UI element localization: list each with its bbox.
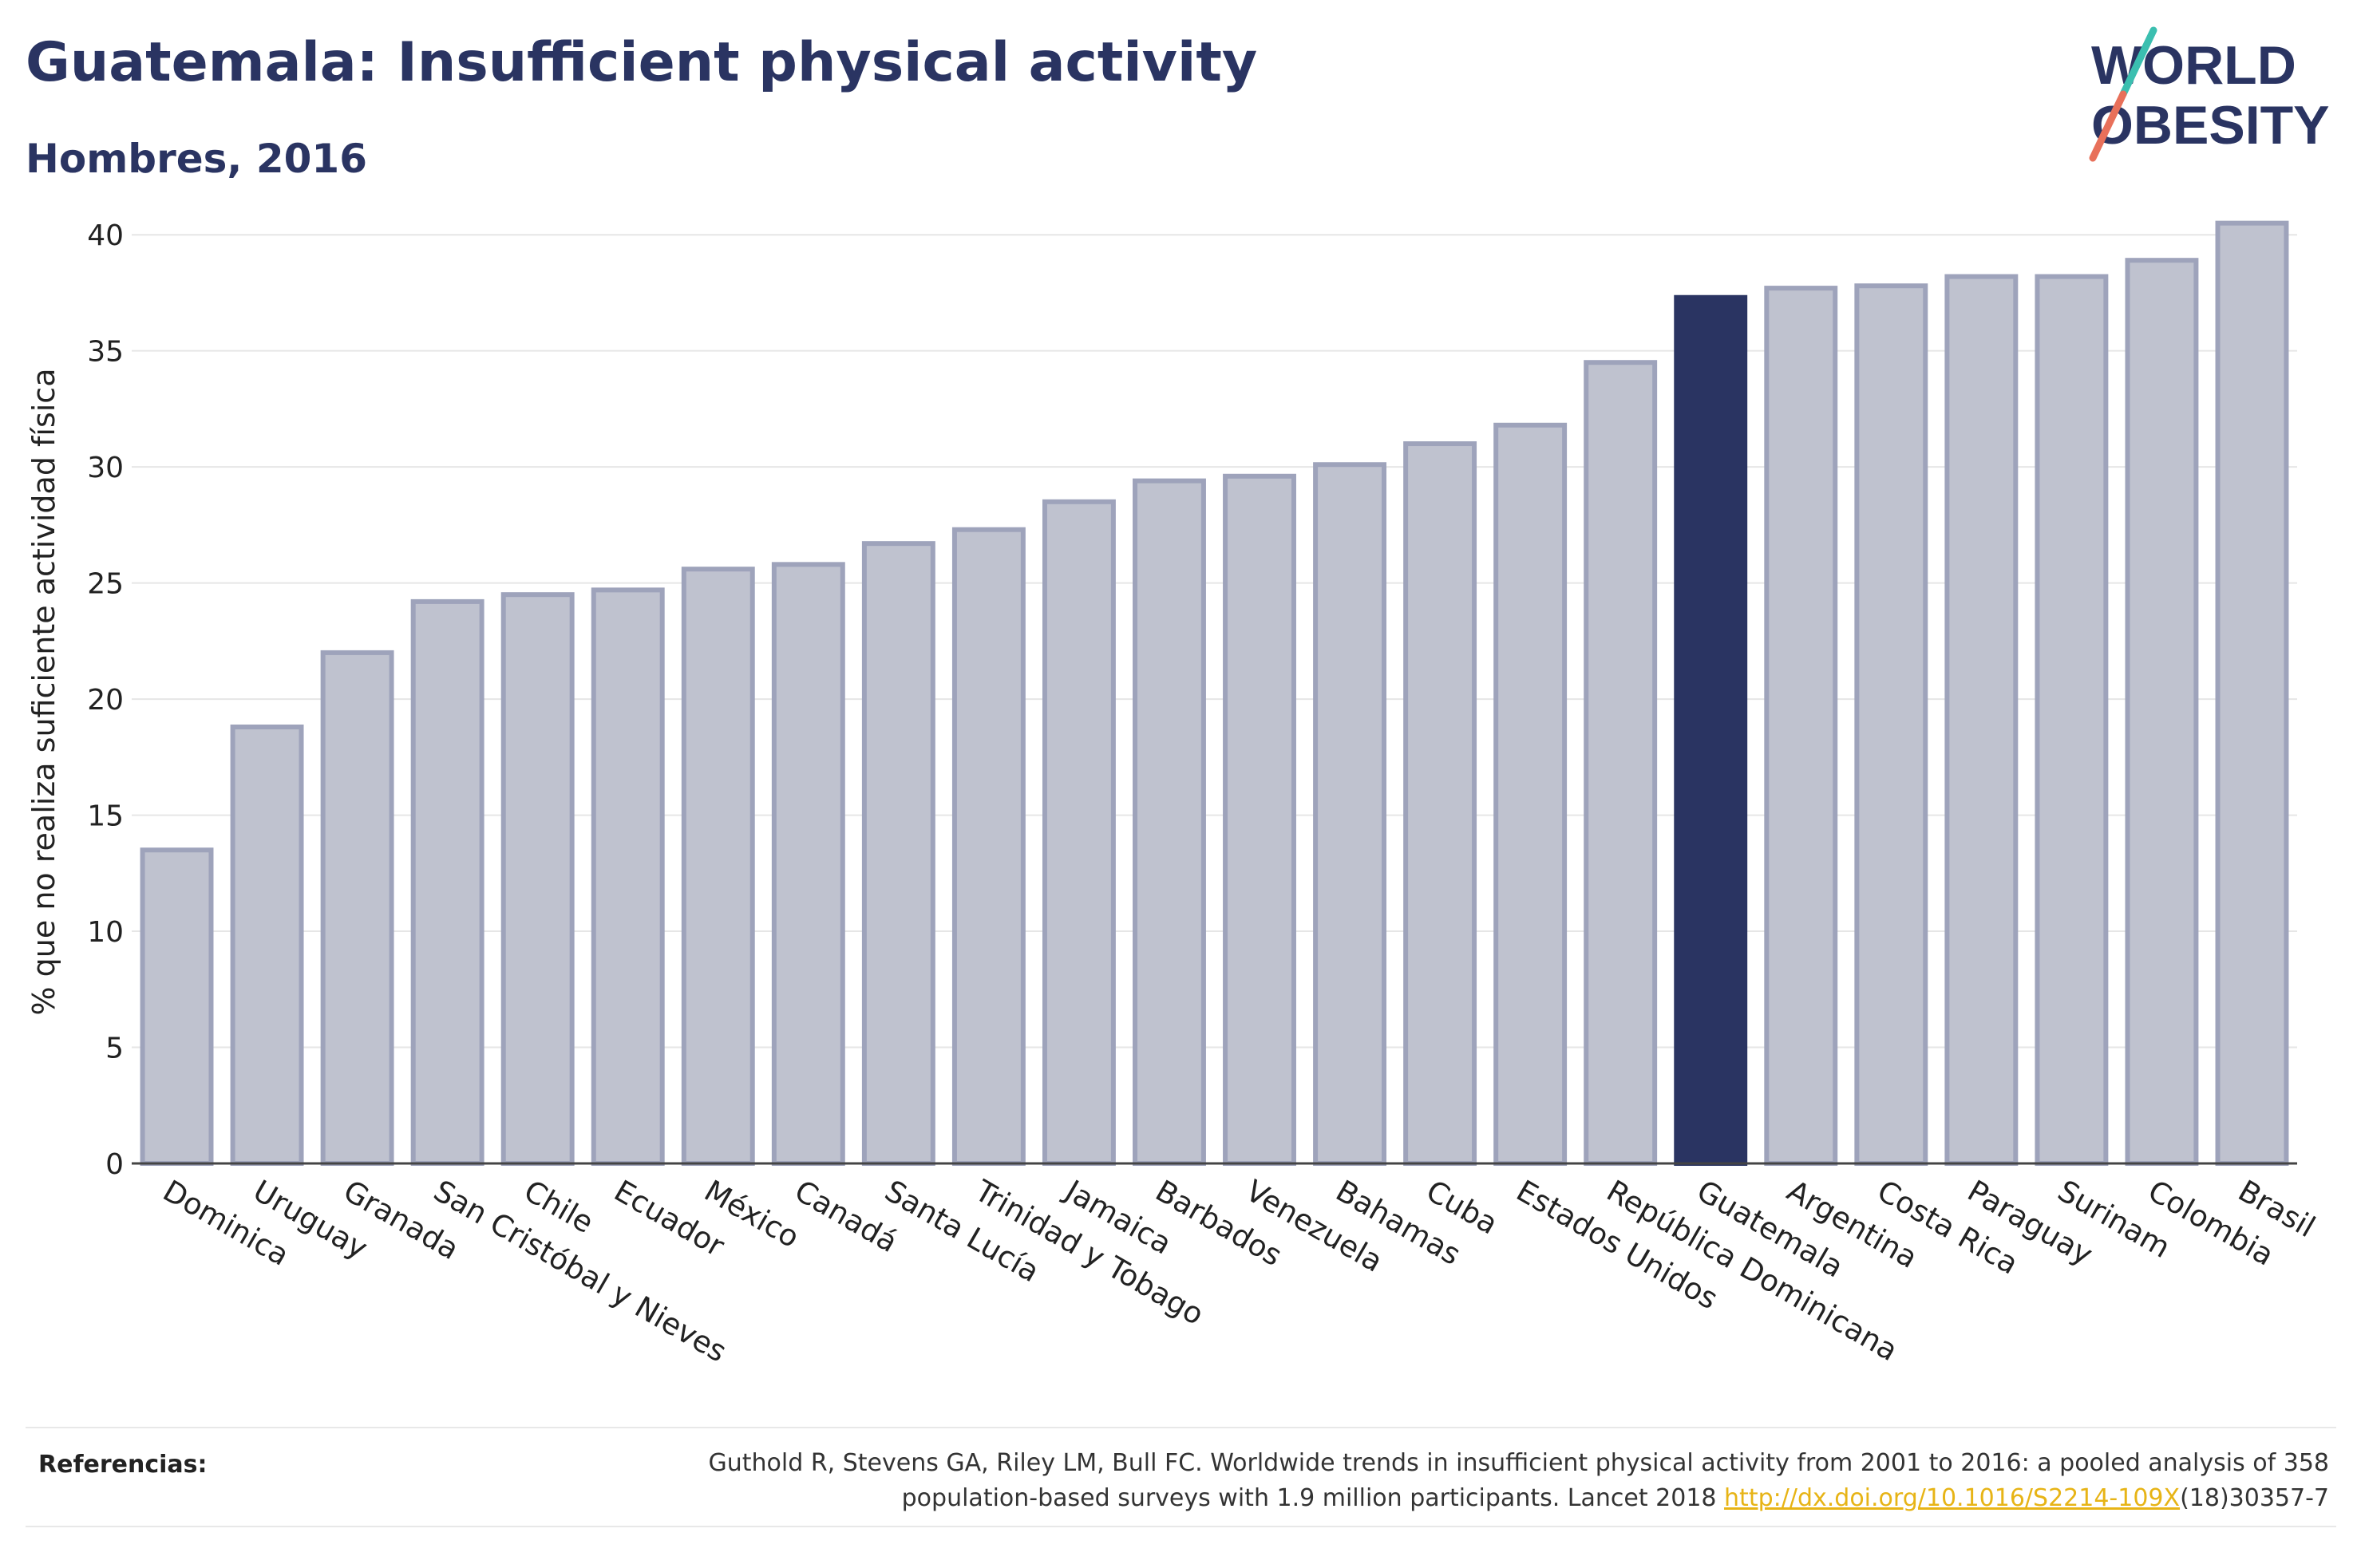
bar: [500, 592, 575, 1166]
world-obesity-logo: WORLD OBESITY: [2089, 26, 2330, 162]
y-axis-label: % que no realiza suficiente actividad fí…: [26, 369, 61, 1016]
reference-line-1: Guthold R, Stevens GA, Riley LM, Bull FC…: [708, 1449, 2329, 1477]
bar: [1854, 283, 1928, 1167]
bar: [230, 725, 304, 1166]
logo-slash-bottom: [2089, 90, 2127, 162]
y-tick-label: 15: [87, 800, 124, 833]
x-tick-label: Canadá: [789, 1174, 903, 1260]
chart-subtitle: Hombres, 2016: [26, 136, 367, 182]
y-tick-label: 30: [87, 452, 124, 484]
bar: [140, 847, 214, 1166]
references-label: Referencias:: [38, 1451, 208, 1479]
bar: [861, 541, 935, 1166]
y-tick-label: 25: [87, 568, 124, 601]
chart-title: Guatemala: Insufficient physical activit…: [26, 31, 1258, 94]
bar: [320, 650, 394, 1166]
bar: [1403, 441, 1477, 1166]
bar: [1133, 478, 1206, 1166]
bar: [2215, 220, 2289, 1167]
bar: [951, 527, 1026, 1166]
bar: [1223, 473, 1296, 1166]
bar-chart: 0 5 10 15 20 25 30 35 40 DominicaUruguayGranadaS…: [26, 219, 2321, 1369]
bars: [140, 220, 2289, 1167]
reference-line-3: (18)30357-7: [2180, 1483, 2329, 1512]
bar: [1944, 274, 2019, 1166]
bar: [410, 598, 484, 1166]
bar: [771, 562, 845, 1166]
bar: [1584, 360, 1658, 1166]
y-tick-label: 10: [87, 916, 124, 949]
footer-divider-top: [26, 1427, 2336, 1428]
footer-divider-bottom: [26, 1526, 2336, 1527]
bar-highlight: [1674, 294, 1748, 1167]
bar: [2035, 274, 2109, 1166]
reference-line-2: population-based surveys with 1.9 millio…: [901, 1483, 1725, 1512]
logo-word-obesity: OBESITY: [2091, 95, 2330, 156]
logo-slash-top: [2119, 26, 2157, 98]
bar: [1493, 422, 1568, 1166]
bar: [591, 587, 665, 1166]
y-tick-label: 35: [87, 336, 124, 369]
bar: [2125, 258, 2199, 1167]
bar: [1313, 462, 1387, 1166]
y-tick-label: 0: [105, 1148, 124, 1181]
y-tick-label: 40: [87, 219, 124, 252]
y-tick-label: 5: [105, 1033, 124, 1065]
bar: [681, 567, 755, 1166]
references-text: Guthold R, Stevens GA, Riley LM, Bull FC…: [493, 1446, 2329, 1515]
bar: [1764, 286, 1838, 1167]
reference-doi-link[interactable]: http://dx.doi.org/10.1016/S2214-109X: [1724, 1483, 2181, 1512]
y-tick-labels: 0 5 10 15 20 25 30 35 40: [87, 219, 124, 1181]
y-tick-label: 20: [87, 684, 124, 717]
bar: [1042, 499, 1116, 1166]
